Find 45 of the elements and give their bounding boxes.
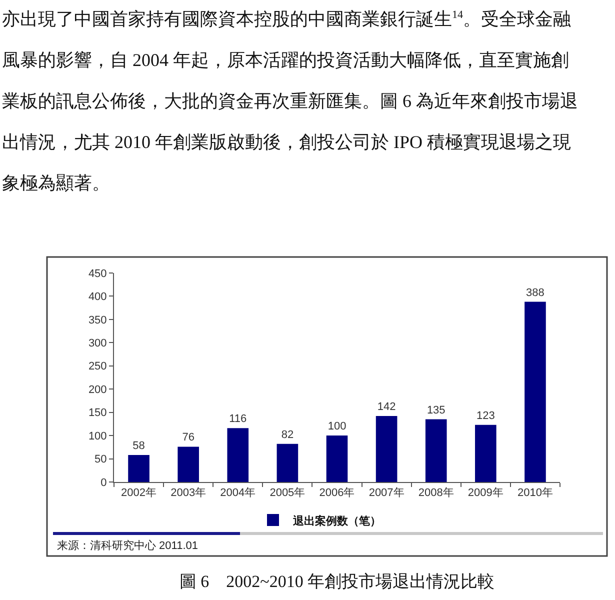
data-label: 100 [328,420,346,433]
y-tick-label: 100 [88,430,107,442]
bar [524,302,546,482]
y-tick-label: 150 [88,407,107,420]
bar [128,455,150,482]
bar [227,428,249,482]
x-tick-label: 2003年 [170,487,206,500]
text: 圖 6 2002~2010 年創投市場退出情況比較 [179,571,495,593]
text: 亦出現了中國首家持有國際資本控股的中國商業銀行誕生$^{14}$。受全球金融 [2,8,571,30]
y-tick-label: 300 [88,338,107,350]
y-tick-label: 250 [88,360,107,373]
y-tick-label: 400 [88,291,107,304]
x-tick-label: 2007年 [368,487,404,500]
x-tick-label: 2010年 [517,487,553,500]
y-tick-label: 450 [88,268,107,280]
data-label: 388 [526,286,544,299]
data-label: 116 [229,413,247,426]
x-tick-label: 2002年 [121,487,157,500]
data-label: 58 [132,440,145,452]
y-tick-label: 350 [88,314,107,326]
text: 出情況，尤其 2010 年創業版啟動後，創投公司於 IPO 積極實現退場之現 [2,131,572,153]
y-tick-label: 50 [94,454,107,466]
bar [475,424,496,482]
source-note: 来源：清科研究中心 2011.01 [57,539,198,552]
legend-label: 退出案例数（笔） [292,514,381,528]
x-tick-label: 2005年 [270,487,306,500]
bar [425,419,447,482]
text: 業板的訊息公佈後，大批的資金再次重新匯集。圖 6 為近年來創投市場退 [2,90,578,112]
x-tick-label: 2006年 [319,487,355,500]
data-label: 76 [182,432,194,444]
data-label: 142 [377,401,396,414]
text: 風暴的影響，自 2004 年起，原本活躍的投資活動大幅降低，直至實施創 [2,49,569,71]
bar [178,446,199,482]
bar [376,416,398,482]
bar [326,436,348,482]
x-tick-label: 2008年 [418,487,454,500]
data-label: 135 [426,404,446,416]
text: 象極為顯著。 [2,172,110,194]
y-tick-label: 0 [100,476,107,489]
bar [276,444,298,482]
data-label: 82 [281,428,294,441]
data-label: 123 [476,410,495,422]
x-tick-label: 2004年 [220,487,256,500]
y-tick-label: 200 [88,384,107,396]
x-tick-label: 2009年 [468,487,504,500]
